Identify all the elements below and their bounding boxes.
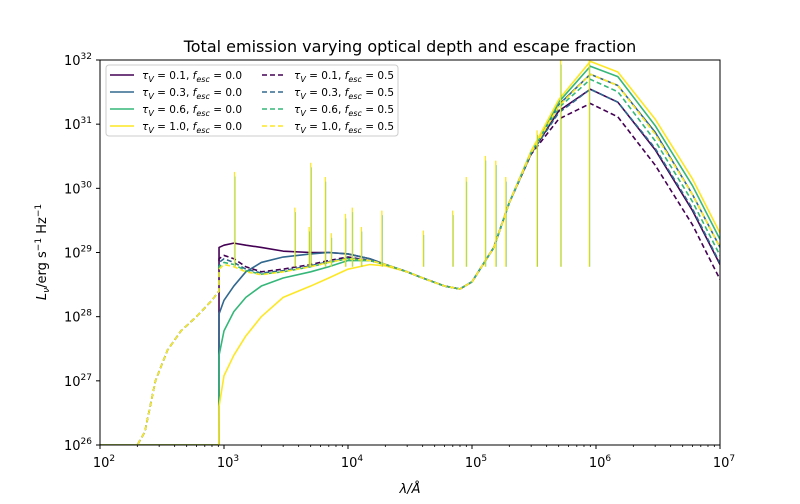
y-tick-label-2: 1027 [64, 373, 92, 390]
legend-label-1: τV = 0.1, fesc = 0.0 [142, 70, 242, 84]
emission-lines-layer [233, 60, 591, 267]
series-line-4 [100, 60, 720, 445]
y-axis-label: Lν/erg s−1 Hz−1 [34, 204, 52, 300]
x-tick-label-1: 102 [93, 454, 115, 471]
legend-frame [105, 64, 399, 137]
x-tick-label-6: 107 [713, 454, 735, 471]
x-axis-ticks: 102 103 104 105 106 107 [93, 445, 735, 471]
x-tick-label-5: 106 [589, 454, 612, 471]
x-axis-label: λ/Å [399, 481, 421, 497]
legend-label-6: τV = 0.3, fesc = 0.5 [294, 87, 394, 101]
x-tick-label-4: 105 [465, 454, 487, 471]
y-axis-ticks: 1026 1027 1028 1029 1030 1031 1032 [64, 52, 100, 454]
series-line-8 [135, 73, 720, 445]
legend-label-4: τV = 1.0, fesc = 0.0 [142, 121, 242, 135]
chart-legend: τV = 0.1, fesc = 0.0 τV = 0.3, fesc = 0.0… [105, 64, 399, 137]
y-tick-label-7: 1032 [64, 52, 92, 69]
y-tick-label-1: 1026 [64, 437, 92, 454]
y-tick-label-4: 1029 [64, 245, 92, 262]
x-tick-label-2: 103 [217, 454, 239, 471]
legend-label-7: τV = 0.6, fesc = 0.5 [294, 104, 394, 118]
series-layer [100, 60, 720, 445]
y-tick-label-3: 1028 [64, 309, 92, 326]
y-tick-label-5: 1030 [64, 180, 92, 197]
x-tick-label-3: 104 [341, 454, 364, 471]
legend-label-5: τV = 0.1, fesc = 0.5 [294, 70, 394, 84]
legend-label-8: τV = 1.0, fesc = 0.5 [294, 121, 394, 135]
y-tick-label-6: 1031 [64, 116, 92, 133]
legend-label-3: τV = 0.6, fesc = 0.0 [142, 104, 242, 118]
chart-title: Total emission varying optical depth and… [183, 37, 637, 56]
legend-label-2: τV = 0.3, fesc = 0.0 [142, 87, 242, 101]
